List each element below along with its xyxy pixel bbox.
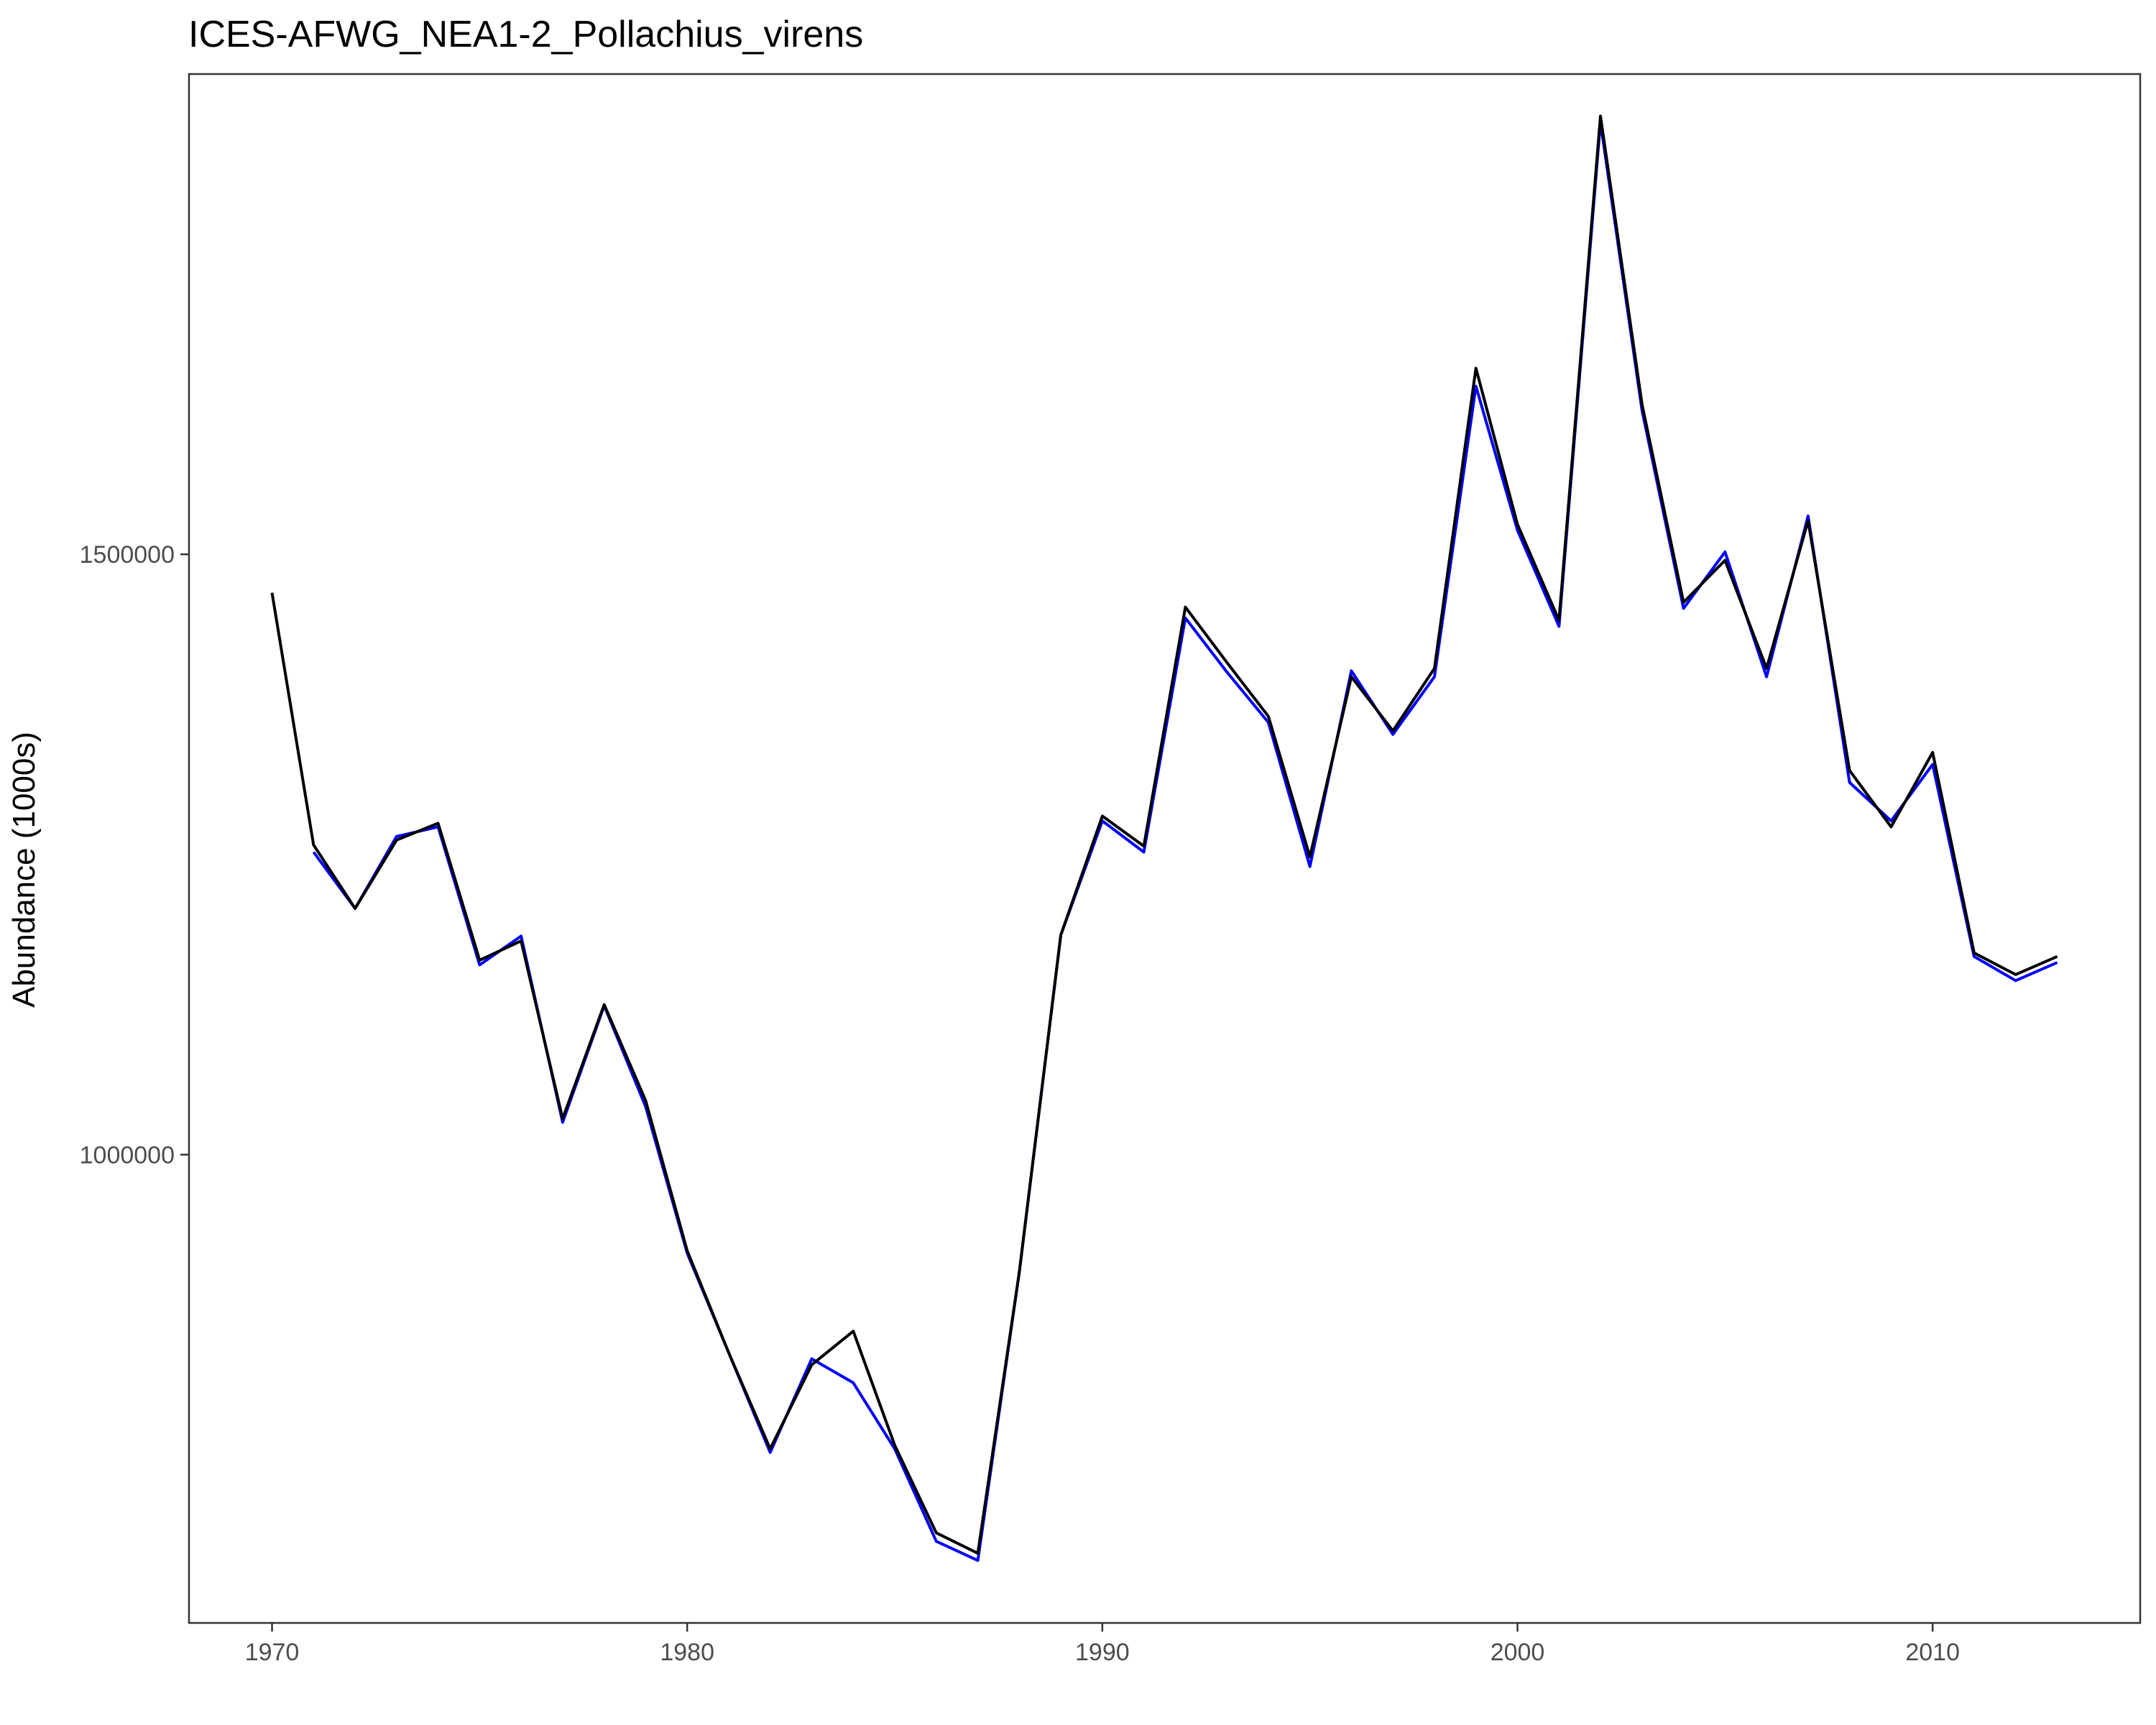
x-tick-label-1990: 1990 bbox=[1075, 1639, 1130, 1666]
series-group bbox=[270, 114, 2058, 1563]
series-line-2 bbox=[270, 114, 2058, 1555]
x-axis: 1970 1980 1990 2000 2010 bbox=[245, 1623, 1960, 1666]
x-tick-label-1980: 1980 bbox=[660, 1639, 714, 1666]
y-axis: 1000000 1500000 bbox=[80, 541, 189, 1169]
y-tick-label-1500000: 1500000 bbox=[80, 541, 175, 569]
y-axis-label: Abundance (1000s) bbox=[6, 732, 42, 1008]
x-tick-label-2010: 2010 bbox=[1905, 1639, 1960, 1666]
chart-title: ICES-AFWG_NEA1-2_Pollachius_virens bbox=[188, 14, 863, 55]
x-tick-label-2000: 2000 bbox=[1491, 1639, 1545, 1666]
y-tick-label-1000000: 1000000 bbox=[80, 1141, 175, 1169]
plot-panel bbox=[188, 73, 2142, 1624]
x-tick-label-1970: 1970 bbox=[245, 1639, 300, 1666]
